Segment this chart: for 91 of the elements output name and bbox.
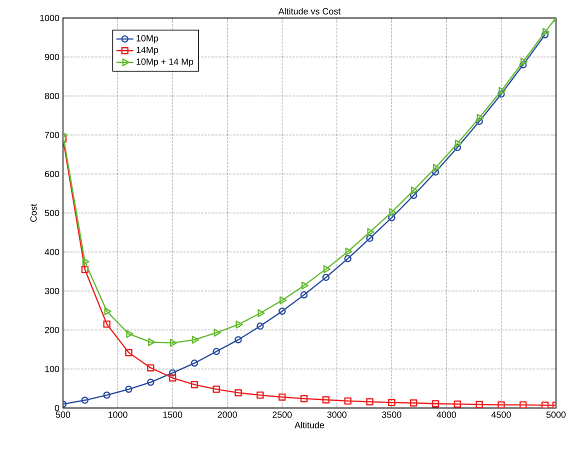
x-tick-label: 1000 xyxy=(108,412,128,418)
y-tick-label: 700 xyxy=(44,132,60,138)
point xyxy=(81,266,89,274)
y-tick-label: 900 xyxy=(44,54,60,60)
x-tick-label: 500 xyxy=(56,412,70,418)
point xyxy=(190,380,198,388)
point xyxy=(147,364,154,372)
point xyxy=(103,391,110,399)
point xyxy=(388,398,396,406)
point xyxy=(280,296,287,304)
x-tick-label: 3000 xyxy=(327,412,347,418)
point xyxy=(256,322,264,330)
point xyxy=(190,360,198,367)
point xyxy=(541,402,549,408)
point xyxy=(322,274,330,281)
point xyxy=(234,389,242,396)
point xyxy=(410,399,418,407)
point xyxy=(258,309,265,318)
point xyxy=(498,401,505,408)
point xyxy=(366,398,374,406)
x-tick-label: 4000 xyxy=(436,412,456,418)
point xyxy=(125,386,132,393)
point xyxy=(345,248,352,256)
point xyxy=(125,348,132,356)
point xyxy=(454,144,462,152)
point xyxy=(410,186,418,194)
point xyxy=(366,234,374,242)
point xyxy=(300,395,308,402)
point xyxy=(389,208,396,216)
legend-label: 10Mp xyxy=(136,35,158,44)
point xyxy=(214,328,221,337)
point xyxy=(520,58,528,66)
point xyxy=(520,401,527,408)
point xyxy=(432,168,440,176)
point xyxy=(498,86,506,95)
point xyxy=(148,338,156,346)
point xyxy=(388,214,396,222)
y-tick-label: 100 xyxy=(45,366,60,372)
legend-label: 14Mp xyxy=(136,46,158,55)
y-tick-label: 1000 xyxy=(40,14,60,22)
point xyxy=(520,61,527,68)
point xyxy=(168,369,176,377)
y-tick-label: 600 xyxy=(44,170,60,178)
point xyxy=(104,307,112,316)
y-tick-label: 800 xyxy=(44,92,60,100)
point xyxy=(498,90,505,98)
point xyxy=(278,308,286,315)
point xyxy=(168,374,176,382)
x-tick-label: 2000 xyxy=(218,412,237,418)
y-tick-label: 400 xyxy=(44,248,60,256)
point xyxy=(432,400,440,408)
point xyxy=(322,396,330,404)
point xyxy=(454,140,462,148)
point xyxy=(126,330,134,338)
x-tick-label: 5000 xyxy=(546,412,566,418)
point xyxy=(192,336,200,344)
y-axis-title: Cost xyxy=(30,204,37,222)
point xyxy=(476,118,483,125)
point xyxy=(256,391,264,399)
point xyxy=(323,265,330,274)
point xyxy=(454,400,462,408)
point xyxy=(147,378,154,386)
y-tick-label: 200 xyxy=(44,326,60,334)
point xyxy=(410,192,418,200)
legend-label: 10Mp + 14 Mp xyxy=(136,58,194,67)
x-tick-label: 1500 xyxy=(163,412,182,418)
point xyxy=(476,114,484,122)
point xyxy=(300,291,308,299)
point xyxy=(103,320,110,328)
point xyxy=(344,254,352,262)
point xyxy=(476,400,483,408)
x-tick-label: 2500 xyxy=(272,412,292,418)
point xyxy=(278,393,286,401)
x-tick-label: 4500 xyxy=(491,412,511,418)
point xyxy=(170,338,178,347)
point xyxy=(82,258,90,266)
chart-title: Altitude vs Cost xyxy=(278,8,341,15)
point xyxy=(212,386,220,393)
point xyxy=(367,228,374,236)
point xyxy=(432,164,440,172)
x-tick-label: 3500 xyxy=(382,412,402,418)
y-tick-label: 0 xyxy=(54,404,60,412)
y-tick-label: 500 xyxy=(44,210,60,216)
point xyxy=(81,396,89,404)
point xyxy=(236,320,243,329)
point xyxy=(212,348,220,356)
point xyxy=(301,282,309,290)
point xyxy=(344,397,352,405)
y-tick-label: 300 xyxy=(44,288,60,294)
x-axis-title: Altitude xyxy=(294,422,324,428)
point xyxy=(234,336,242,344)
